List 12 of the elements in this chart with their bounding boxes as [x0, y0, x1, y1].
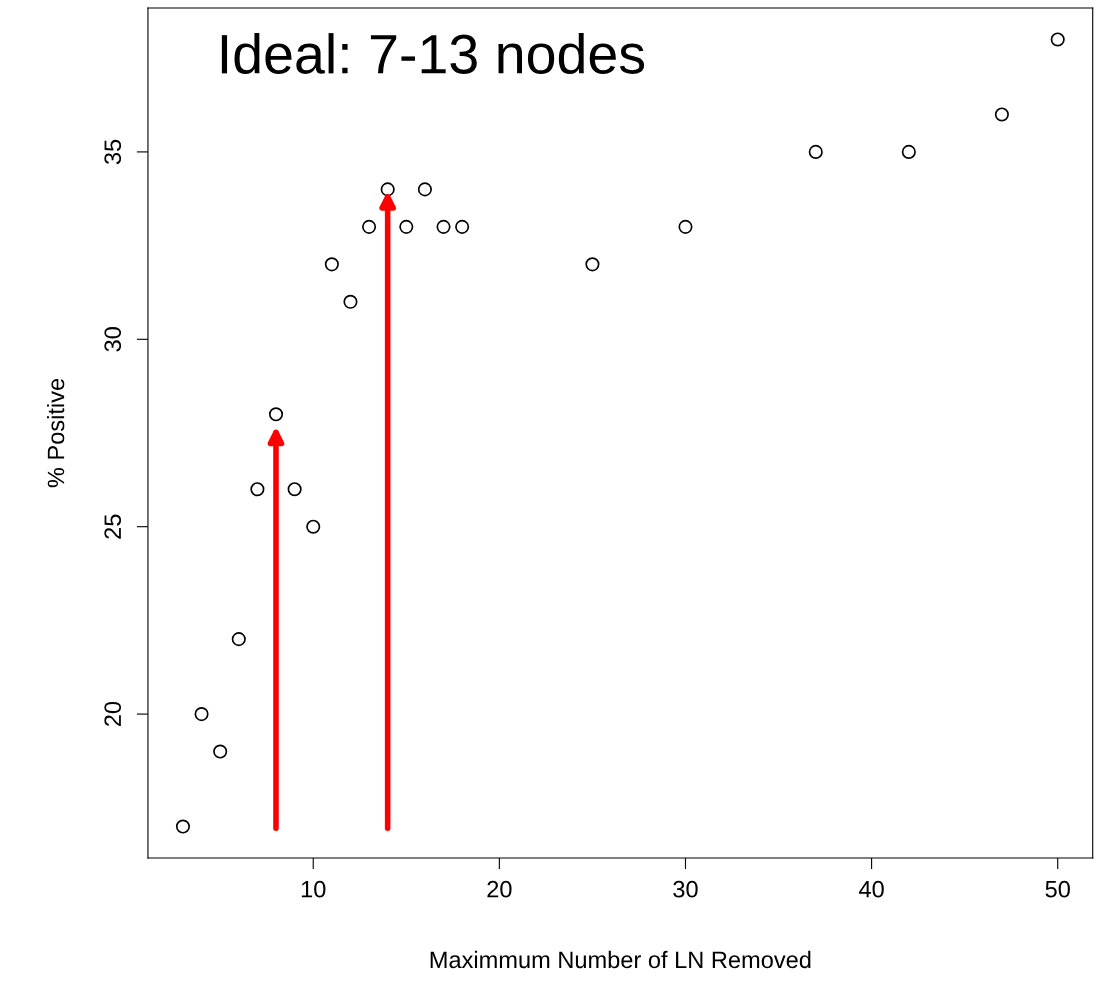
x-tick-label: 50 — [1045, 880, 1070, 898]
y-tick-label: 35 — [104, 139, 122, 165]
x-tick-label: 40 — [859, 880, 884, 898]
annotation: Ideal: 7-13 nodes — [221, 33, 645, 74]
x-axis-title: Maximmum Number of LN Removed — [430, 950, 811, 969]
x-tick-label: 30 — [673, 880, 698, 898]
y-tick-label: 30 — [104, 327, 122, 352]
y-axis-title: % Positive — [47, 378, 65, 488]
x-tick-label: 10 — [301, 880, 326, 898]
y-tick-label: 20 — [104, 701, 122, 727]
y-tick-label: 25 — [104, 514, 122, 539]
x-tick-label: 20 — [487, 880, 512, 898]
